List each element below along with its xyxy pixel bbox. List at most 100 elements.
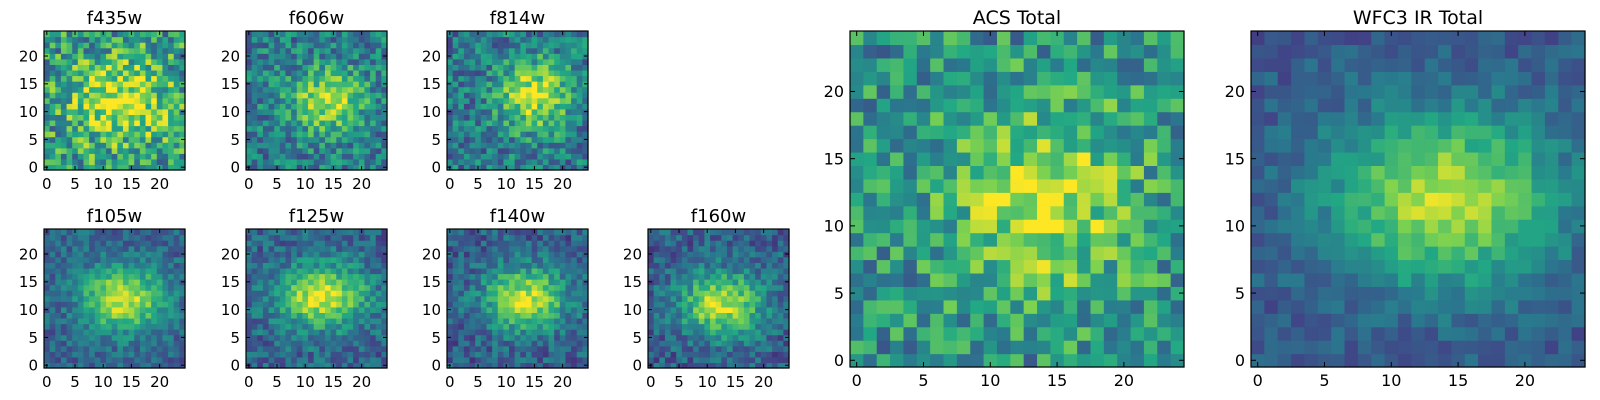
heatmap-cell	[486, 131, 493, 138]
heatmap-cell	[1170, 272, 1185, 287]
heatmap-cell	[565, 31, 572, 38]
heatmap-cell	[66, 290, 73, 297]
heatmap-cell	[548, 240, 555, 247]
heatmap-cell	[542, 323, 550, 330]
heatmap-cell	[134, 147, 141, 154]
heatmap-cell	[956, 232, 971, 247]
heatmap-cell	[1037, 232, 1051, 247]
heatmap-cell	[262, 36, 270, 43]
heatmap-cell	[497, 81, 504, 88]
heatmap-cell	[531, 306, 538, 313]
heatmap-cell	[370, 103, 377, 110]
heatmap-cell	[548, 284, 555, 291]
heatmap-cell	[319, 69, 326, 77]
heatmap-cell	[251, 229, 258, 236]
heatmap-cell	[168, 42, 175, 49]
heatmap-cell	[554, 323, 561, 330]
heatmap-cell	[291, 229, 298, 236]
heatmap-cell	[336, 234, 343, 241]
heatmap-cell	[876, 192, 891, 207]
heatmap-cell	[726, 279, 734, 286]
heatmap-cell	[162, 340, 169, 347]
heatmap-cell	[145, 312, 152, 319]
heatmap-cell	[308, 108, 315, 115]
heatmap-cell	[525, 362, 533, 369]
heatmap-cell	[525, 47, 533, 54]
heatmap-cell	[336, 147, 343, 154]
heatmap-cell	[44, 245, 51, 252]
heatmap-cell	[486, 295, 493, 302]
heatmap-cell	[777, 290, 784, 297]
heatmap-cell	[704, 345, 711, 352]
heatmap-cell	[890, 340, 905, 355]
heatmap-cell	[503, 47, 510, 54]
heatmap-cell	[106, 290, 113, 297]
heatmap-cell	[648, 262, 655, 269]
heatmap-cell	[503, 42, 510, 49]
heatmap-cell	[497, 362, 504, 369]
heatmap-cell	[251, 53, 258, 60]
heatmap-cell	[60, 64, 68, 71]
heatmap-cell	[358, 345, 366, 352]
heatmap-cell	[347, 345, 354, 352]
heatmap-image	[447, 229, 589, 369]
heatmap-cell	[447, 267, 454, 275]
heatmap-cell	[721, 329, 728, 336]
heatmap-cell	[55, 262, 62, 269]
heatmap-cell	[475, 240, 482, 247]
heatmap-cell	[514, 119, 521, 127]
heatmap-cell	[687, 240, 694, 247]
heatmap-cell	[89, 251, 96, 258]
heatmap-cell	[72, 97, 79, 104]
heatmap-cell	[715, 256, 722, 263]
heatmap-cell	[582, 147, 589, 154]
heatmap-cell	[302, 153, 309, 160]
heatmap-cell	[509, 245, 516, 252]
heatmap-cell	[676, 323, 683, 330]
heatmap-cell	[492, 125, 499, 132]
heatmap-cell	[514, 284, 521, 291]
heatmap-cell	[122, 86, 130, 93]
heatmap-cell	[664, 245, 672, 252]
heatmap-cell	[162, 301, 169, 308]
heatmap-cell	[274, 317, 281, 325]
heatmap-cell	[128, 136, 135, 143]
heatmap-cell	[486, 97, 493, 104]
heatmap-cell	[162, 64, 169, 71]
heatmap-cell	[458, 58, 465, 65]
heatmap-cell	[469, 114, 476, 121]
heatmap-cell	[162, 92, 169, 99]
heatmap-cell	[520, 245, 527, 252]
heatmap-cell	[554, 42, 561, 49]
x-tick-label: 10	[94, 373, 113, 391]
heatmap-cell	[55, 119, 62, 127]
heatmap-cell	[463, 131, 471, 138]
heatmap-cell	[134, 273, 141, 280]
heatmap-cell	[128, 119, 135, 127]
heatmap-cell	[106, 351, 113, 358]
heatmap-cell	[715, 334, 722, 341]
heatmap-cell	[670, 295, 677, 302]
heatmap-cell	[60, 164, 68, 171]
heatmap-cell	[726, 256, 734, 263]
heatmap-cell	[571, 164, 578, 171]
heatmap-cell	[687, 329, 694, 336]
heatmap-cell	[94, 279, 101, 286]
heatmap-cell	[1010, 326, 1025, 341]
heatmap-cell	[100, 158, 107, 166]
heatmap-cell	[531, 153, 538, 160]
heatmap-cell	[162, 362, 169, 369]
heatmap-cell	[1103, 313, 1118, 328]
heatmap-cell	[520, 256, 527, 263]
heatmap-cell	[681, 329, 689, 336]
heatmap-cell	[347, 234, 354, 241]
heatmap-cell	[755, 295, 762, 302]
heatmap-cell	[291, 97, 298, 104]
heatmap-cell	[168, 75, 175, 82]
heatmap-cell	[653, 356, 660, 364]
heatmap-cell	[565, 53, 572, 60]
heatmap-cell	[676, 334, 683, 341]
heatmap-cell	[370, 125, 377, 132]
axes-frame	[446, 30, 589, 171]
